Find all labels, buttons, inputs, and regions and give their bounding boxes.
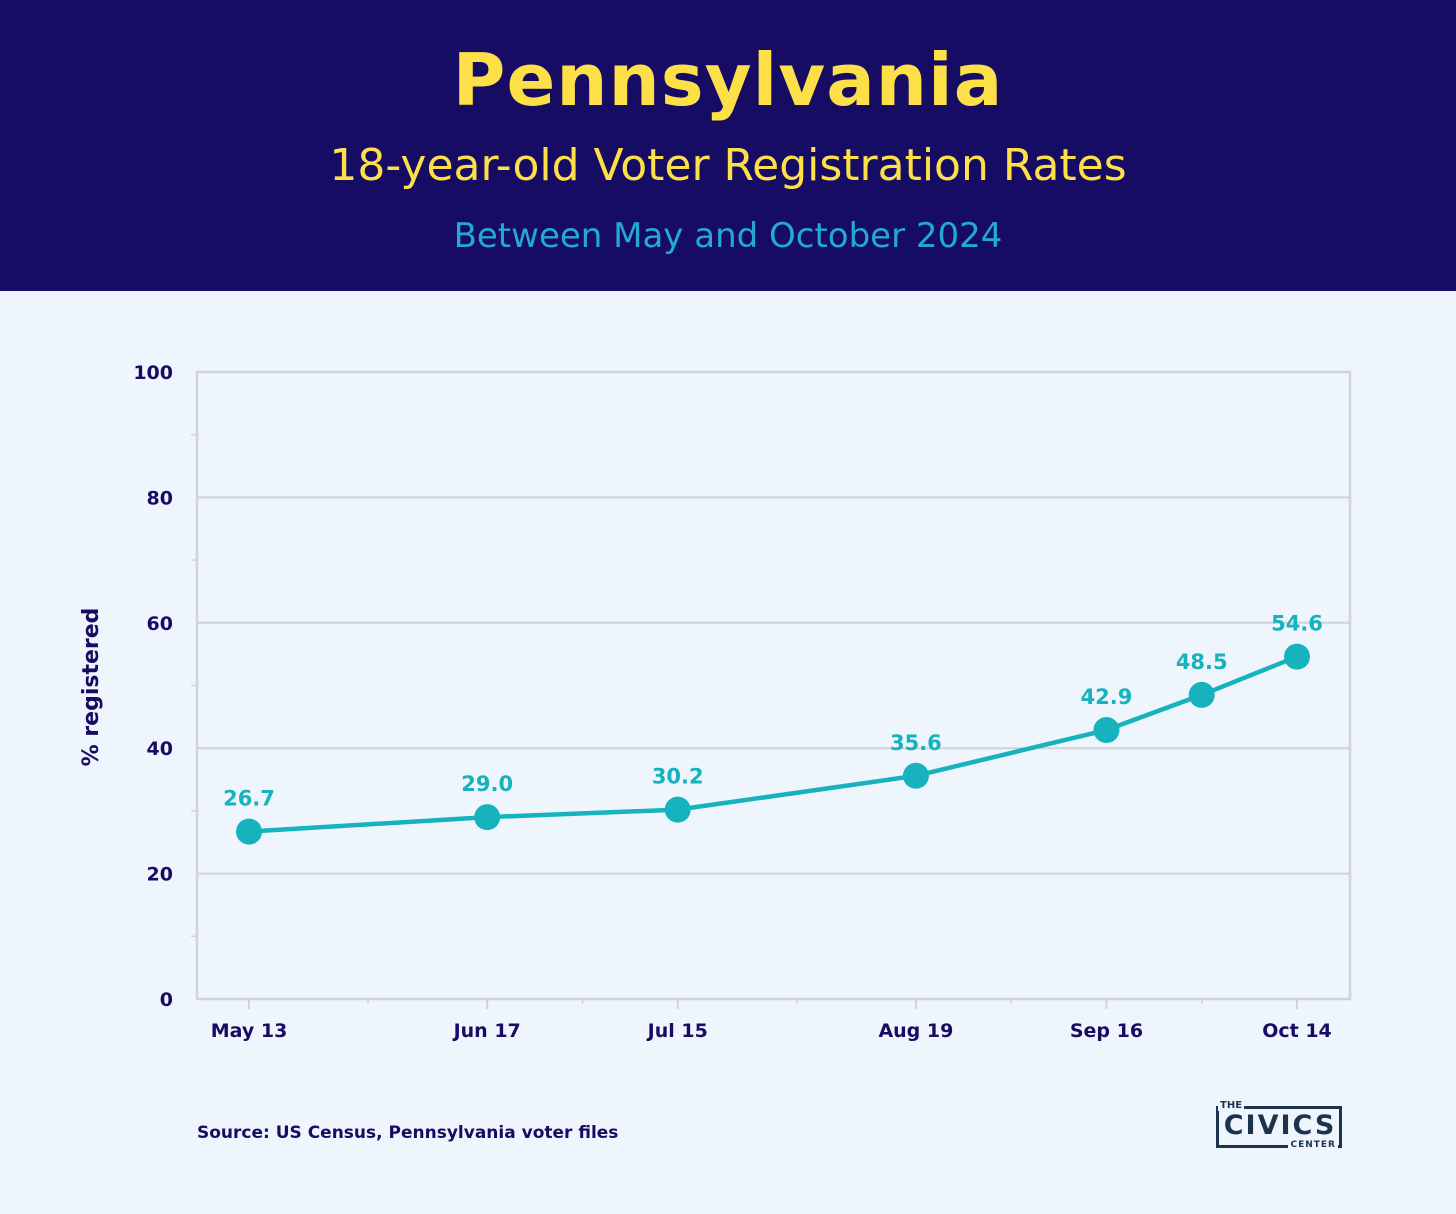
source-note: Source: US Census, Pennsylvania voter fi… [197, 1123, 619, 1143]
logo-frame [1216, 1106, 1342, 1148]
data-label: 26.7 [223, 787, 275, 811]
page-title: Pennsylvania [452, 38, 1004, 122]
line-chart: 0 20 40 60 80 100 May 13 Jun 17 Jul 15 Aug 19 Sep … [79, 362, 1352, 1042]
x-tick-label: Oct 14 [1262, 1020, 1332, 1042]
x-tick-label: Jun 17 [452, 1020, 521, 1042]
data-point [1284, 643, 1310, 670]
x-tick-label: Sep 16 [1070, 1020, 1143, 1042]
data-point [236, 818, 262, 845]
header: Pennsylvania 18-year-old Voter Registrat… [0, 0, 1456, 291]
axes: 0 20 40 60 80 100 May 13 Jun 17 Jul 15 Aug 19 Sep … [133, 362, 1352, 1042]
data-labels: 26.7 29.0 30.2 35.6 42.9 48.5 54.6 [223, 612, 1323, 811]
data-point [664, 796, 691, 823]
civics-center-logo: THE CIVICS CENTER [1214, 1100, 1346, 1154]
y-tick-label: 100 [133, 362, 173, 384]
data-point [1093, 717, 1120, 744]
logo-civics-text: CIVICS [1223, 1110, 1337, 1141]
y-tick-label: 80 [147, 487, 173, 509]
x-tick-label: May 13 [211, 1020, 288, 1042]
data-points [236, 643, 1310, 845]
data-label: 29.0 [461, 772, 513, 796]
data-label: 54.6 [1271, 612, 1323, 636]
plot-frame [195, 370, 1352, 1001]
grid-lines [197, 496, 1350, 875]
y-axis-label: % registered [79, 608, 104, 767]
data-point [1188, 681, 1215, 708]
data-label: 48.5 [1176, 650, 1228, 674]
y-tick-label: 0 [160, 989, 173, 1011]
series-line-group [246, 654, 1300, 834]
y-tick-label: 20 [147, 864, 173, 886]
data-label: 35.6 [890, 731, 942, 755]
x-tick-label: Aug 19 [878, 1020, 953, 1042]
y-tick-label: 40 [147, 738, 173, 760]
logo-the-text: THE [1218, 1100, 1245, 1111]
page-subtitle: 18-year-old Voter Registration Rates [329, 140, 1127, 191]
date-range: Between May and October 2024 [453, 216, 1003, 256]
data-label: 30.2 [652, 765, 704, 789]
data-label: 42.9 [1081, 685, 1133, 709]
data-point [902, 762, 929, 789]
x-tick-label: Jul 15 [646, 1020, 708, 1042]
data-point [474, 804, 501, 831]
series-line [246, 654, 1300, 834]
logo-center-text: CENTER [1288, 1140, 1338, 1150]
y-tick-label: 60 [147, 613, 173, 635]
